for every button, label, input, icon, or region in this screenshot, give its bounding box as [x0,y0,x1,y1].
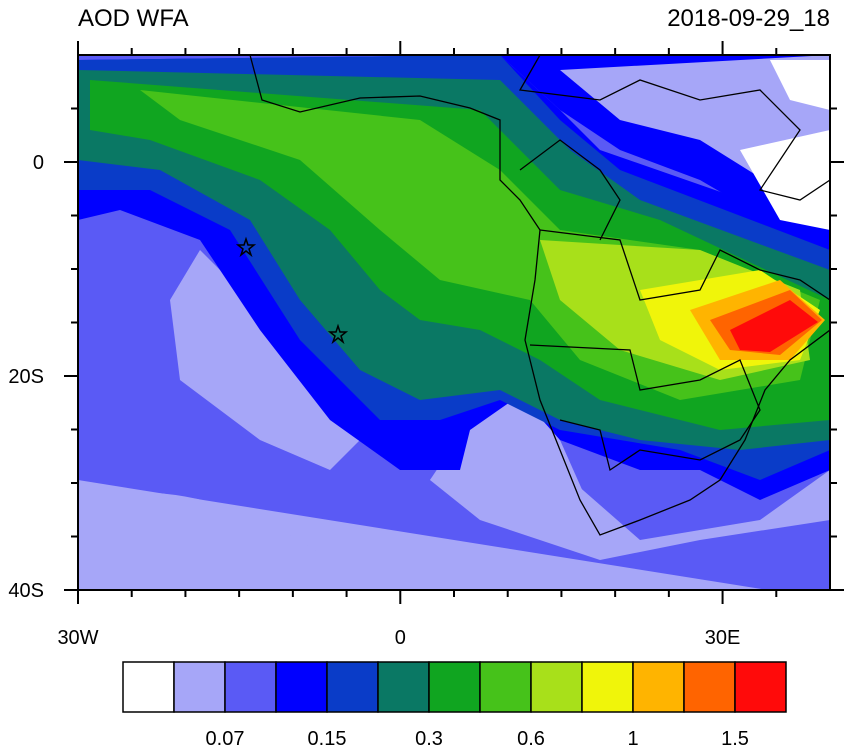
colorbar-box [581,661,634,713]
colorbar-label: 0.07 [206,728,245,747]
colorbar-box [224,661,277,713]
y-tick-label: 40S [8,580,44,602]
colorbar-label: 1.5 [721,728,749,747]
colorbar-box [683,661,736,713]
x-tick-label: 30W [57,627,98,649]
colorbar-box [275,661,328,713]
colorbar-box [530,661,583,713]
x-tick-label: 30E [705,627,741,649]
colorbar-box [377,661,430,713]
title: AOD WFA [78,5,189,32]
date: 2018-09-29_18 [667,5,830,32]
colorbar-box [173,661,226,713]
colorbar-box [734,661,787,713]
colorbar-label: 0.6 [517,728,545,747]
y-tick-label: 20S [8,366,44,388]
colorbar-box [479,661,532,713]
colorbar-label: 0.3 [415,728,443,747]
colorbar-box [632,661,685,713]
stars [235,236,349,345]
colorbar-box [122,661,175,713]
colorbar-label: 0.15 [308,728,347,747]
y-tick-label: 0 [33,152,44,174]
colorbar-box [326,661,379,713]
x-tick-label: 0 [395,627,406,649]
aod-field [78,55,830,590]
colorbar-box [428,661,481,713]
colorbar-label: 1 [627,728,638,747]
